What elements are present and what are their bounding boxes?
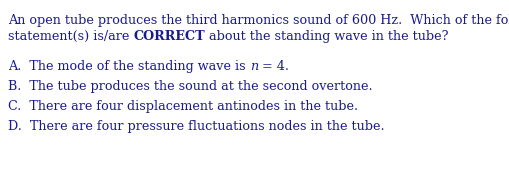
Text: C.  There are four displacement antinodes in the tube.: C. There are four displacement antinodes…	[8, 100, 358, 113]
Text: B.  The tube produces the sound at the second overtone.: B. The tube produces the sound at the se…	[8, 80, 373, 93]
Text: An open tube produces the third harmonics sound of 600 Hz.  Which of the followi: An open tube produces the third harmonic…	[8, 14, 509, 27]
Text: statement(s) is/are: statement(s) is/are	[8, 30, 133, 43]
Text: n: n	[249, 60, 258, 73]
Text: about the standing wave in the tube?: about the standing wave in the tube?	[205, 30, 448, 43]
Text: = 4.: = 4.	[258, 60, 289, 73]
Text: CORRECT: CORRECT	[133, 30, 205, 43]
Text: A.  The mode of the standing wave is: A. The mode of the standing wave is	[8, 60, 249, 73]
Text: D.  There are four pressure fluctuations nodes in the tube.: D. There are four pressure fluctuations …	[8, 120, 385, 133]
